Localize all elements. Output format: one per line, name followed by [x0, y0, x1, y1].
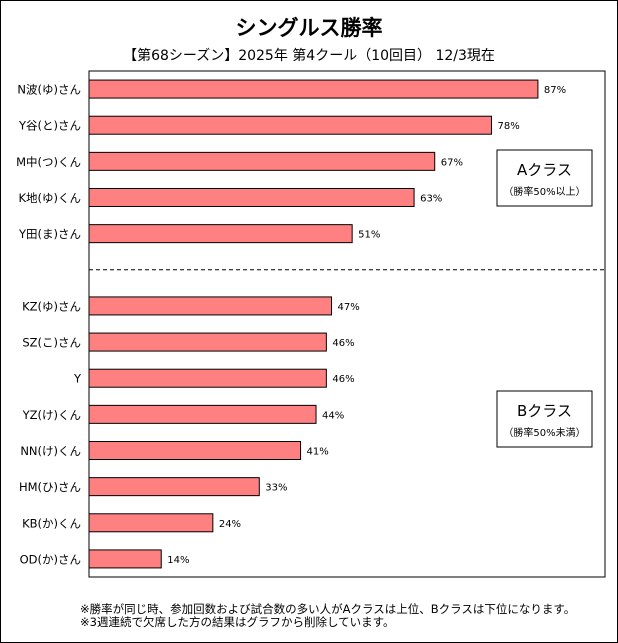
value-label: 51%: [358, 230, 380, 241]
bar: [88, 115, 492, 135]
value-label: 33%: [265, 483, 287, 494]
value-label: 14%: [167, 555, 189, 566]
category-label: HM(ひ)さん: [19, 480, 81, 494]
category-label: NN(け)くん: [20, 444, 81, 458]
category-label: KB(か)くん: [22, 516, 81, 530]
a-class-name: Aクラス: [517, 161, 572, 179]
chart-title: シングルス勝率: [235, 16, 383, 40]
category-label: K地(ゆ)くん: [18, 191, 81, 205]
category-label: KZ(ゆ)さん: [22, 299, 81, 313]
value-label: 41%: [307, 447, 329, 458]
chart-subtitle: 【第68シーズン】2025年 第4クール（10回目） 12/3現在: [123, 48, 495, 64]
category-label: Y: [73, 372, 82, 386]
footnote-absence-rule: ※3週連続で欠席した方の結果はグラフから削除しています。: [80, 615, 395, 629]
b-class-box: [496, 390, 593, 448]
bar: [88, 224, 353, 244]
bar: [88, 549, 162, 569]
bar: [88, 441, 302, 460]
bar: [88, 151, 436, 171]
value-label: 47%: [338, 302, 360, 313]
bar: [88, 404, 317, 424]
bar: [88, 296, 333, 316]
category-label: YZ(け)くん: [22, 408, 81, 422]
category-label: Y田(ま)さん: [18, 227, 81, 241]
value-label: 63%: [420, 194, 442, 205]
category-label: SZ(こ)さん: [22, 336, 81, 350]
footnote-tie-rule: ※勝率が同じ時、参加回数および試合数の多い人がAクラスは上位、Bクラスは下位にな…: [80, 602, 576, 616]
value-label: 46%: [332, 338, 354, 349]
bar: [88, 332, 327, 352]
b-class-name: Bクラス: [517, 402, 572, 420]
value-label: 46%: [332, 374, 354, 385]
b-class-criteria: （勝率50%未満）: [503, 426, 585, 439]
bar: [88, 513, 214, 533]
category-label: M中(つ)くん: [16, 155, 81, 169]
value-label: 78%: [497, 121, 519, 132]
bar: [88, 79, 539, 99]
value-label: 44%: [322, 410, 344, 421]
category-label: Y谷(と)さん: [18, 119, 81, 133]
value-label: 67%: [441, 157, 463, 168]
value-label: 87%: [544, 85, 566, 96]
a-class-criteria: （勝率50%以上）: [503, 185, 585, 198]
category-label: N波(ゆ)さん: [17, 83, 81, 97]
bar: [88, 477, 260, 497]
category-label: OD(か)さん: [20, 552, 81, 566]
plot-area: [88, 70, 606, 578]
a-class-box: [496, 149, 593, 207]
bar: [88, 188, 415, 207]
bar: [88, 368, 327, 388]
value-label: 24%: [219, 519, 241, 530]
